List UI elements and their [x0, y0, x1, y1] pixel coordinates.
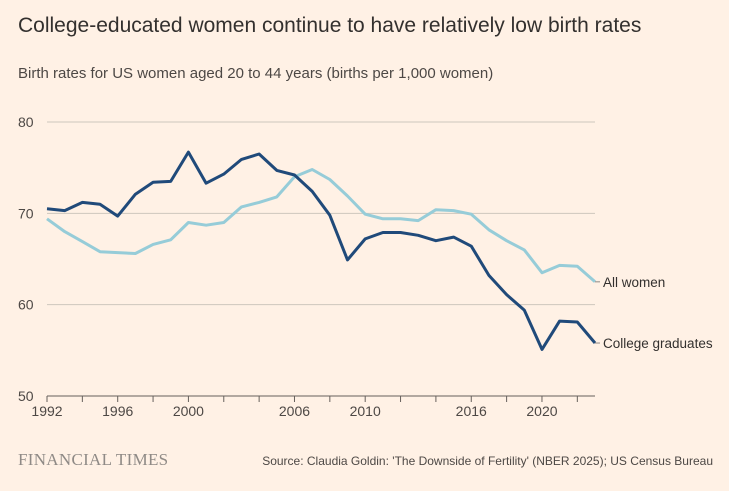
y-tick-label: 70: [18, 205, 34, 221]
x-tick-label: 2000: [173, 403, 204, 419]
series-line-college-graduates: [46, 150, 597, 351]
x-tick-label: 2010: [350, 403, 381, 419]
y-tick-label: 50: [18, 388, 34, 404]
chart-title: College-educated women continue to have …: [18, 14, 642, 37]
x-tick-label: 1996: [102, 403, 133, 419]
x-tick-label: 1992: [31, 403, 62, 419]
series-label: All women: [603, 275, 665, 290]
chart-subtitle: Birth rates for US women aged 20 to 44 y…: [18, 65, 494, 82]
x-tick-label: 2020: [526, 403, 557, 419]
series-label: College graduates: [603, 336, 713, 351]
series-line-all-women: [46, 168, 596, 283]
y-tick-label: 60: [18, 297, 34, 313]
source-note: Source: Claudia Goldin: 'The Downside of…: [262, 454, 713, 468]
x-tick-label: 2016: [456, 403, 487, 419]
y-tick-label: 80: [18, 114, 34, 130]
ft-logo: FINANCIAL TIMES: [18, 450, 169, 469]
x-tick-label: 2006: [279, 403, 310, 419]
